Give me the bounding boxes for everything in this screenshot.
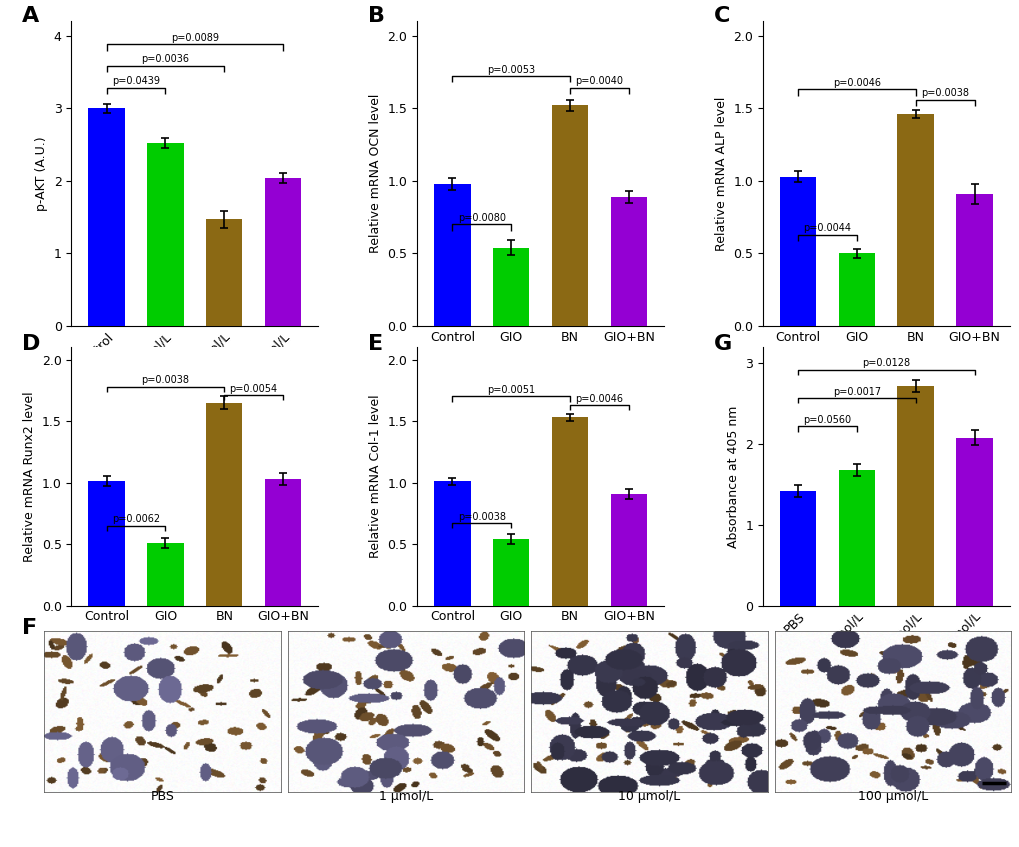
Text: p=0.0080: p=0.0080 (458, 213, 505, 223)
Y-axis label: Relative mRNA ALP level: Relative mRNA ALP level (714, 97, 727, 251)
Text: p=0.0054: p=0.0054 (229, 384, 277, 394)
Bar (206, 219, 243, 326)
Text: G: G (712, 335, 731, 354)
Text: 1 μmol/L: 1 μmol/L (379, 790, 433, 803)
Bar (897, 114, 933, 326)
Bar (147, 543, 183, 606)
Y-axis label: p-AKT (A.U.): p-AKT (A.U.) (35, 136, 48, 211)
Bar (89, 481, 124, 606)
Bar (838, 253, 874, 326)
Bar (265, 479, 301, 606)
Text: p=0.0051: p=0.0051 (487, 385, 535, 395)
Text: p=0.0040: p=0.0040 (575, 76, 623, 86)
Bar (956, 194, 991, 326)
Bar (780, 491, 815, 606)
Text: p=0.0036: p=0.0036 (142, 54, 190, 64)
Text: 10 μmol/L: 10 μmol/L (618, 790, 680, 803)
Bar (89, 108, 124, 326)
Bar (780, 176, 815, 326)
Text: C: C (712, 6, 730, 26)
Text: p=0.0128: p=0.0128 (861, 358, 910, 368)
Text: p=0.0439: p=0.0439 (112, 76, 160, 86)
Bar (265, 178, 301, 326)
Text: p=0.0053: p=0.0053 (487, 64, 535, 75)
Text: p=0.0560: p=0.0560 (803, 415, 851, 425)
Bar (492, 540, 529, 606)
Text: p=0.0062: p=0.0062 (112, 514, 160, 524)
Bar (956, 438, 991, 606)
Text: p=0.0046: p=0.0046 (575, 394, 623, 403)
Bar (434, 481, 470, 606)
Bar (838, 470, 874, 606)
Bar (610, 494, 646, 606)
Bar (492, 247, 529, 326)
Bar (434, 184, 470, 326)
Bar (147, 143, 183, 326)
Bar (551, 418, 588, 606)
Y-axis label: Relative mRNA OCN level: Relative mRNA OCN level (369, 94, 381, 253)
Text: 100 μmol/L: 100 μmol/L (857, 790, 927, 803)
Text: p=0.0046: p=0.0046 (833, 78, 880, 87)
Text: p=0.0038: p=0.0038 (142, 375, 190, 385)
Text: p=0.0017: p=0.0017 (833, 386, 880, 396)
Text: PBS: PBS (151, 790, 174, 803)
Text: p=0.0038: p=0.0038 (458, 512, 505, 522)
Y-axis label: Absorbance at 405 nm: Absorbance at 405 nm (726, 405, 739, 548)
Bar (551, 105, 588, 326)
Text: p=0.0044: p=0.0044 (803, 223, 851, 233)
Text: D: D (22, 335, 41, 354)
Text: E: E (368, 335, 382, 354)
Text: A: A (22, 6, 39, 26)
Y-axis label: Relative mRNA Runx2 level: Relative mRNA Runx2 level (23, 391, 36, 562)
Bar (897, 386, 933, 606)
Text: B: B (368, 6, 384, 26)
Y-axis label: Relative mRNA Col-1 level: Relative mRNA Col-1 level (369, 395, 381, 558)
Bar (610, 197, 646, 326)
Bar (206, 402, 243, 606)
Text: p=0.0038: p=0.0038 (920, 88, 968, 97)
Text: p=0.0089: p=0.0089 (171, 32, 219, 42)
Text: F: F (22, 618, 38, 639)
